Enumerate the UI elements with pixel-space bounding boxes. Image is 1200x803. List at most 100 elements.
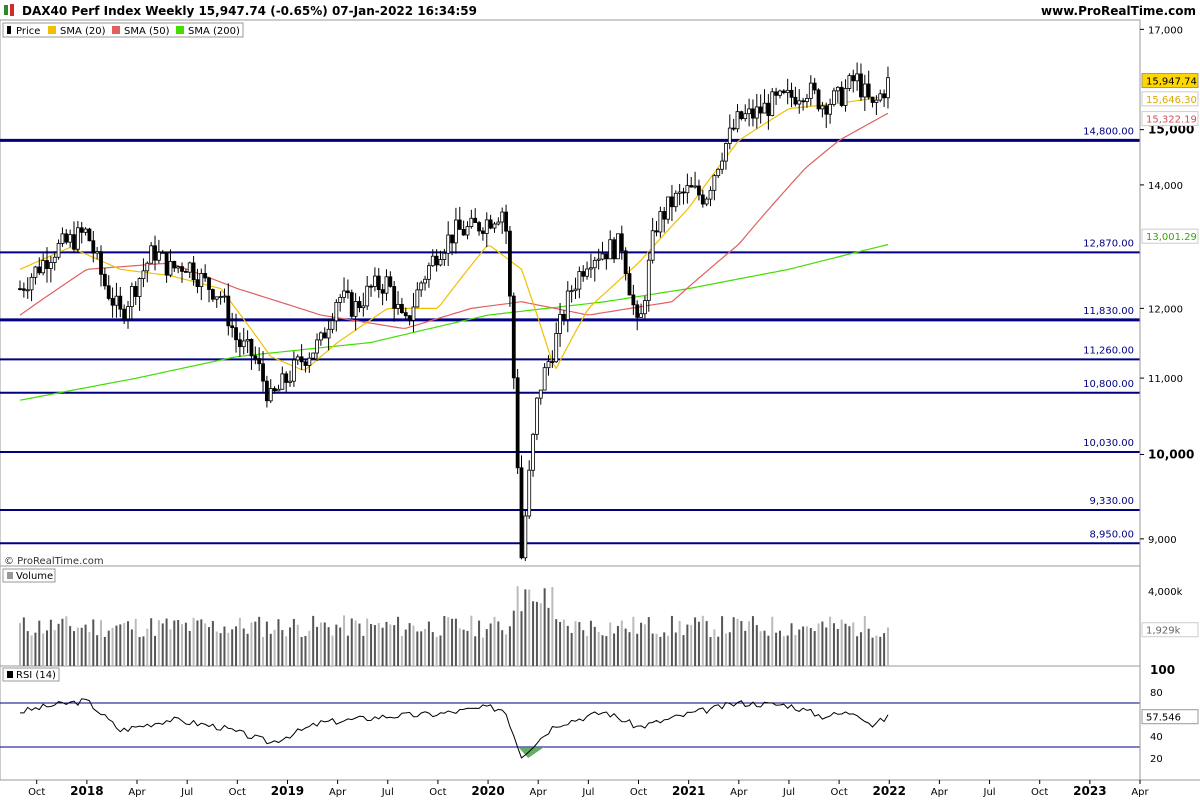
volume-bar-188: [744, 630, 747, 666]
x-tick-9: 2020: [471, 784, 504, 798]
volume-bar-28: [127, 621, 130, 666]
volume-bar-23: [107, 630, 110, 666]
volume-bar-222: [875, 635, 878, 666]
volume-bar-4: [34, 632, 37, 666]
x-tick-4: Oct: [229, 787, 246, 798]
volume-bar-61: [254, 621, 257, 666]
candle-4: [33, 265, 38, 285]
x-tick-16: Oct: [830, 787, 847, 798]
candle-212: [835, 86, 840, 103]
volume-bar-182: [721, 616, 724, 666]
candle-178: [704, 196, 709, 207]
volume-bar-135: [539, 603, 542, 666]
x-tick-3: Jul: [180, 787, 193, 798]
last-volume-tag: 1,929k: [1146, 626, 1181, 637]
sma50-legend-label: SMA (50): [124, 26, 170, 37]
candle-191: [754, 93, 759, 129]
x-tick-0: Oct: [28, 787, 45, 798]
volume-bar-16: [80, 627, 83, 666]
volume-bar-43: [184, 622, 187, 666]
volume-bar-108: [435, 636, 438, 666]
volume-bar-141: [562, 619, 565, 666]
candle-93: [376, 268, 381, 298]
candle-40: [172, 260, 177, 273]
candle-155: [616, 233, 620, 260]
volume-bar-216: [852, 622, 855, 666]
volume-bar-92: [373, 625, 376, 666]
candle-91: [369, 284, 373, 297]
volume-bar-73: [300, 636, 303, 666]
volume-bar-110: [443, 615, 446, 666]
candle-123: [492, 221, 497, 233]
candle-95: [384, 269, 389, 301]
candle-30: [133, 281, 138, 306]
volume-bar-148: [589, 620, 592, 666]
volume-bar-201: [794, 635, 797, 666]
volume-bar-42: [181, 624, 184, 666]
volume-bar-181: [717, 636, 720, 666]
volume-bar-38: [165, 618, 168, 666]
sma50-layer: [19, 112, 889, 329]
volume-bar-212: [836, 629, 839, 666]
volume-bar-68: [281, 630, 284, 666]
price-panel-frame: [0, 19, 1141, 567]
volume-bar-84: [343, 615, 346, 666]
volume-bar-41: [177, 620, 180, 666]
volume-bar-11: [61, 618, 64, 666]
candle-218: [859, 63, 863, 101]
price-legend-label: Price: [16, 26, 40, 37]
volume-bar-119: [478, 620, 481, 666]
volume-bar-2: [26, 631, 29, 666]
candle-170: [673, 190, 678, 212]
candle-151: [600, 241, 605, 261]
candle-152: [604, 253, 609, 270]
volume-bar-202: [798, 629, 801, 666]
volume-bar-97: [393, 625, 396, 666]
candle-145: [577, 266, 582, 299]
candle-136: [542, 363, 547, 391]
candle-182: [720, 152, 724, 175]
candle-201: [793, 86, 798, 107]
volume-bar-121: [485, 629, 488, 666]
volume-bar-106: [427, 621, 430, 666]
volume-bar-75: [308, 630, 311, 666]
volume-bar-180: [713, 629, 716, 666]
volume-bar-25: [115, 625, 118, 666]
candle-113: [454, 207, 458, 254]
candle-197: [778, 89, 782, 99]
candle-77: [315, 333, 319, 362]
rsi-y-tick-0: 100: [1150, 663, 1175, 677]
candle-188: [743, 104, 748, 122]
sma20-layer: [19, 95, 889, 371]
candle-200: [789, 82, 794, 108]
candle-19: [91, 230, 96, 263]
volume-bar-217: [856, 636, 859, 666]
volume-bar-57: [238, 617, 241, 666]
candle-74: [303, 359, 308, 373]
volume-bar-6: [42, 633, 45, 666]
candle-150: [596, 248, 601, 270]
last-sma200-tag-box: [1141, 228, 1199, 244]
volume-bar-177: [701, 615, 704, 666]
candle-158: [627, 266, 632, 296]
candle-75: [307, 352, 312, 373]
axis-layer: 17,000 15,000 14,000 12,000 11,000 10,000 9,00…: [0, 20, 1200, 798]
volume-bar-22: [103, 636, 106, 666]
candle-115: [461, 220, 466, 236]
candle-213: [839, 81, 844, 108]
volume-bar-86: [350, 618, 353, 666]
volume-bar-193: [763, 630, 766, 666]
volume-bar-27: [123, 623, 126, 666]
candle-224: [882, 89, 887, 108]
candle-144: [573, 277, 578, 299]
candle-107: [430, 249, 435, 268]
candle-163: [646, 251, 651, 312]
volume-bar-134: [535, 601, 538, 666]
volume-bar-172: [682, 635, 685, 666]
volume-bar-225: [886, 627, 889, 666]
volume-bar-19: [92, 619, 95, 666]
volume-bar-190: [751, 616, 754, 666]
candle-161: [639, 303, 643, 318]
candle-221: [870, 96, 875, 108]
